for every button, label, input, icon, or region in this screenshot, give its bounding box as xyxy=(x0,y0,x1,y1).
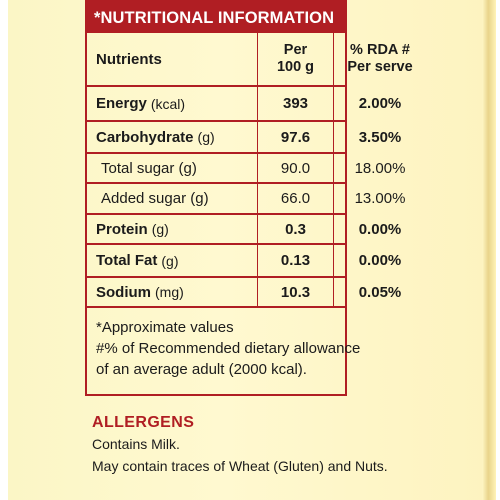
table-row-added-sugar: Added sugar (g) 66.0 13.00% xyxy=(87,184,405,215)
label-background xyxy=(8,0,488,500)
table-row-protein: Protein (g) 0.3 0.00% xyxy=(87,215,401,245)
row-label: Sodium (mg) xyxy=(87,278,258,306)
row-label: Protein (g) xyxy=(87,215,258,243)
table-header-row: Nutrients Per 100 g % RDA # Per serve xyxy=(87,33,413,87)
row-per100g: 393 xyxy=(258,87,334,120)
row-rda: 0.00% xyxy=(358,252,402,269)
col-nutrients: Nutrients xyxy=(87,33,258,85)
table-row-carbohydrate: Carbohydrate (g) 97.6 3.50% xyxy=(87,122,401,154)
row-per100g: 0.3 xyxy=(258,215,334,243)
col-per-line1: Per xyxy=(283,42,308,58)
row-rda: 0.05% xyxy=(358,283,402,301)
table-row-total-sugar: Total sugar (g) 90.0 18.00% xyxy=(87,154,405,184)
row-per100g: 10.3 xyxy=(258,278,334,306)
allergens-heading: ALLERGENS xyxy=(92,414,195,431)
col-nutrients-label: Nutrients xyxy=(96,50,162,68)
footnote-adult: of an average adult (2000 kcal). xyxy=(96,361,307,378)
col-per-line2: 100 g xyxy=(276,59,315,75)
col-rda: % RDA # Per serve xyxy=(334,33,426,85)
row-rda: 3.50% xyxy=(358,128,402,146)
col-rda-line2: Per serve xyxy=(347,59,413,75)
row-label: Carbohydrate (g) xyxy=(87,122,258,152)
gold-edge-stripe xyxy=(482,0,496,500)
col-rda-line1: % RDA # xyxy=(350,42,410,58)
row-per100g: 0.13 xyxy=(258,245,334,276)
footnote-rda: #% of Recommended dietary allowance xyxy=(96,340,361,357)
table-row-energy: Energy (kcal) 393 2.00% xyxy=(87,87,401,122)
row-rda: 13.00% xyxy=(354,190,406,207)
row-rda: 2.00% xyxy=(358,95,402,112)
table-title: *NUTRITIONAL INFORMATION xyxy=(94,9,335,27)
allergens-may-contain: May contain traces of Wheat (Gluten) and… xyxy=(92,458,388,474)
nutrition-table xyxy=(85,0,347,396)
row-label: Energy (kcal) xyxy=(87,87,258,120)
allergens-contains: Contains Milk. xyxy=(92,436,180,452)
table-header-bar: *NUTRITIONAL INFORMATION xyxy=(85,0,347,33)
row-label: Added sugar (g) xyxy=(87,184,258,213)
row-rda: 0.00% xyxy=(358,220,402,238)
row-rda: 18.00% xyxy=(354,159,406,177)
row-per100g: 90.0 xyxy=(258,154,334,182)
table-row-sodium: Sodium (mg) 10.3 0.05% xyxy=(87,278,401,308)
table-row-total-fat: Total Fat (g) 0.13 0.00% xyxy=(87,245,401,278)
col-per100g: Per 100 g xyxy=(258,33,334,85)
footnote-block: *Approximate values #% of Recommended di… xyxy=(96,317,360,380)
row-per100g: 97.6 xyxy=(258,122,334,152)
footnote-approx: *Approximate values xyxy=(96,319,234,336)
row-label: Total sugar (g) xyxy=(87,154,258,182)
row-label: Total Fat (g) xyxy=(87,245,258,276)
row-per100g: 66.0 xyxy=(258,184,334,213)
